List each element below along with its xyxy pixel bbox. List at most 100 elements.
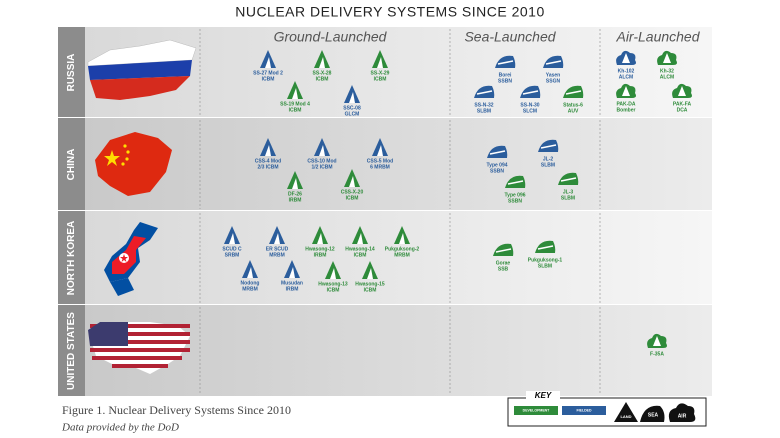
icon-stripe: [399, 233, 405, 244]
system-class: 2/3 ICBM: [257, 164, 278, 170]
ground-icon: [352, 226, 368, 244]
system-class: MRBM: [394, 252, 410, 258]
country-label: UNITED STATES: [66, 312, 77, 390]
system-name: DF-26: [288, 191, 302, 197]
system-class: AUV: [568, 108, 579, 114]
system-class: IRBM: [286, 286, 299, 292]
icon-stripe: [274, 233, 280, 244]
icon-stripe: [497, 60, 514, 65]
system-class: MRBM: [269, 252, 285, 258]
system-name: CSS-X-20: [341, 189, 364, 195]
ground-icon: [269, 226, 285, 244]
system-class: SLBM: [477, 108, 491, 114]
system-class: ICBM: [354, 252, 367, 258]
key-title: KEY: [535, 391, 552, 400]
system-name: SS-19 Mod 4: [280, 101, 310, 107]
system-class: SLCM: [523, 108, 537, 114]
ground-icon: [224, 226, 240, 244]
ground-icon: [344, 169, 360, 187]
system-name: Hwasong-13: [318, 281, 348, 287]
system-name: Type 096: [504, 192, 525, 198]
icon-plane: [678, 86, 686, 96]
system-name: SCUD C: [222, 246, 242, 252]
system-class: 6 MRBM: [370, 164, 390, 170]
system-name: ER SCUD: [266, 246, 289, 252]
system-class: SLBM: [561, 195, 575, 201]
icon-stripe: [247, 267, 253, 278]
system-class: ALCM: [619, 74, 633, 80]
system-class: MRBM: [242, 286, 258, 292]
flag-china: [95, 132, 172, 196]
system-class: SRBM: [225, 252, 240, 258]
system-name: Pukguksong-2: [385, 246, 420, 252]
key-title-bg: [526, 391, 560, 401]
icon-stripe: [489, 150, 506, 155]
icon-stripe: [330, 268, 336, 279]
system-name: F-35A: [650, 351, 664, 357]
row-background: [85, 211, 712, 304]
system-class: Bomber: [617, 107, 636, 113]
icon-stripe: [317, 233, 323, 244]
icon-stripe: [292, 178, 298, 189]
icon-stripe: [349, 92, 355, 103]
column-header: Sea-Launched: [464, 29, 556, 45]
system-name: CSS-5 Mod: [367, 158, 393, 164]
icon-stripe: [319, 145, 325, 156]
ground-icon: [372, 138, 388, 156]
icon-stripe: [495, 248, 512, 253]
system-name: SSC-08: [343, 105, 361, 111]
ground-icon: [325, 261, 341, 279]
system-class: ICBM: [289, 107, 302, 113]
key-sea: SEA: [648, 412, 659, 418]
caption: Figure 1. Nuclear Delivery Systems Since…: [62, 403, 291, 417]
system-class: ICBM: [374, 76, 387, 82]
system-name: Yasen: [546, 72, 560, 78]
key-fielded: FIELDED: [577, 408, 592, 412]
column-header: Air-Launched: [615, 29, 700, 45]
system-name: CSS-10 Mod: [307, 158, 336, 164]
column-header: Ground-Launched: [274, 29, 388, 45]
icon-stripe: [507, 180, 524, 185]
country-strip: [58, 305, 85, 396]
icon-stripe: [377, 145, 383, 156]
system-class: SSBN: [490, 168, 504, 174]
system-class: GLCM: [345, 111, 360, 117]
country-label: NORTH KOREA: [66, 221, 77, 295]
system-name: SS-X-28: [313, 70, 332, 76]
row-background: [85, 118, 712, 210]
icon-plane: [653, 336, 661, 346]
key-land-icon: [614, 402, 638, 422]
ground-icon: [260, 50, 276, 68]
ground-icon: [242, 260, 258, 278]
system-name: CSS-4 Mod: [255, 158, 281, 164]
icon-stripe: [565, 90, 582, 95]
icon-plane: [622, 53, 630, 63]
icon-stripe: [560, 177, 577, 182]
flag-russia: [87, 39, 197, 100]
icon-stripe: [522, 90, 539, 95]
system-name: Nodong: [241, 280, 260, 286]
system-class: ICBM: [364, 287, 377, 293]
source: Data provided by the DoD: [61, 422, 179, 434]
country-label: CHINA: [66, 149, 77, 181]
system: F-35A: [647, 333, 667, 357]
key-development: DEVELOPMENT: [523, 408, 551, 412]
key: KEY DEVELOPMENT FIELDED LAND SEA AIR: [507, 391, 707, 427]
flag-united-states: [88, 322, 190, 374]
key-land: LAND: [620, 414, 631, 419]
system-class: SLBM: [541, 162, 555, 168]
